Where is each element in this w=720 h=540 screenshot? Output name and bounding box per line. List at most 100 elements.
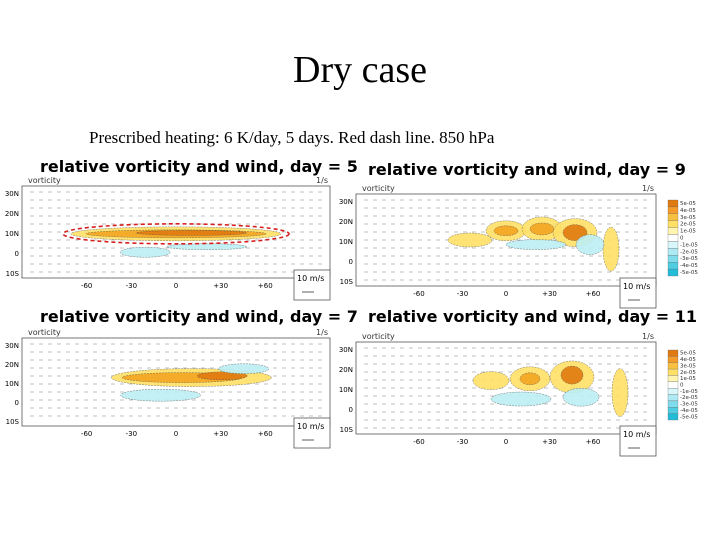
longitude-label: -60	[81, 430, 92, 438]
vorticity-contour	[575, 234, 605, 255]
colorbar-label: -1e-05	[680, 242, 698, 248]
latitude-label: 0	[349, 406, 353, 414]
vorticity-contour	[196, 371, 248, 381]
vorticity-contour	[136, 230, 247, 236]
colorbar-swatch	[667, 413, 679, 421]
colorbar-label: -5e-05	[680, 270, 698, 276]
colorbar-label: -1e-05	[680, 389, 698, 395]
colorbar-swatch	[667, 255, 679, 263]
latitude-label: 0	[15, 250, 19, 258]
vorticity-contour	[493, 225, 519, 237]
colorbar-swatch	[667, 227, 679, 235]
colorbar-swatch	[667, 349, 679, 357]
colorbar-label: 5e-05	[680, 201, 696, 207]
colorbar-swatch	[667, 400, 679, 408]
colorbar-swatch	[667, 394, 679, 402]
latitude-label: 10N	[5, 380, 19, 388]
colorbar-label: 0	[680, 236, 684, 242]
latitude-label: 20N	[5, 361, 19, 369]
colorbar-swatch	[667, 248, 679, 256]
colorbar-label: -3e-05	[680, 256, 698, 262]
colorbar-swatch	[667, 241, 679, 249]
colorbar-swatch	[667, 362, 679, 370]
unit-label: 1/s	[316, 176, 328, 185]
vorticity-contour	[119, 247, 171, 258]
colorbar-label: 1e-05	[680, 229, 696, 235]
colorbar-swatch	[667, 220, 679, 228]
latitude-label: 30N	[5, 342, 19, 350]
longitude-label: 0	[504, 438, 508, 446]
variable-label: vorticity	[28, 328, 61, 337]
vorticity-contour	[562, 224, 588, 241]
unit-label: 1/s	[316, 328, 328, 337]
panel-title: relative vorticity and wind, day = 7	[40, 307, 358, 326]
reference-vector-box	[619, 425, 657, 457]
colorbar-label: 2e-05	[680, 370, 696, 376]
latitude-label: 20N	[339, 218, 353, 226]
latitude-label: 20N	[5, 210, 19, 218]
variable-label: vorticity	[28, 176, 61, 185]
vorticity-contour	[490, 391, 552, 407]
colorbar-label: -2e-05	[680, 249, 698, 255]
longitude-label: -30	[126, 430, 137, 438]
colorbar-swatch	[667, 199, 679, 208]
longitude-label: +60	[258, 282, 273, 290]
vorticity-contour	[505, 239, 567, 250]
colorbar-swatch	[667, 368, 679, 376]
colorbar-label: 1e-05	[680, 376, 696, 382]
unit-label: 1/s	[642, 184, 654, 193]
colorbar-label: 3e-05	[680, 215, 696, 221]
latitude-label: 10S	[340, 278, 354, 286]
colorbar-label: -5e-05	[680, 414, 698, 420]
vorticity-contour	[529, 222, 555, 236]
colorbar-swatch	[667, 356, 679, 363]
colorbar-label: 0	[680, 383, 684, 389]
vorticity-contour	[611, 368, 629, 417]
vorticity-contour	[218, 363, 269, 374]
unit-label: 1/s	[642, 332, 654, 341]
colorbar-label: 4e-05	[680, 357, 696, 363]
reference-vector-box	[293, 417, 331, 449]
longitude-label: +60	[258, 430, 273, 438]
colorbar-label: -4e-05	[680, 408, 698, 414]
figure-panel: relative vorticity and wind, day = 7 vort…	[5, 307, 358, 449]
longitude-label: 0	[504, 290, 508, 298]
vorticity-contour	[602, 226, 620, 272]
colorbar-swatch	[667, 268, 679, 277]
colorbar-swatch	[667, 381, 679, 389]
reference-vector-box	[619, 277, 657, 309]
plot-frame	[355, 341, 657, 435]
latitude-label: 30N	[5, 190, 19, 198]
longitude-label: +30	[542, 290, 557, 298]
latitude-label: 10N	[339, 386, 353, 394]
colorbar-label: -2e-05	[680, 395, 698, 401]
longitude-label: -60	[81, 282, 92, 290]
panel-title: relative vorticity and wind, day = 11	[368, 307, 697, 326]
colorbar-swatch	[667, 388, 679, 395]
panel-title: relative vorticity and wind, day = 5	[40, 157, 358, 176]
vorticity-contour	[447, 232, 493, 248]
variable-label: vorticity	[362, 332, 395, 341]
vorticity-contour	[120, 389, 201, 402]
slide-subtitle: Prescribed heating: 6 K/day, 5 days. Red…	[89, 128, 495, 147]
colorbar-label: 4e-05	[680, 208, 696, 214]
longitude-label: +30	[213, 282, 228, 290]
vorticity-contour	[519, 372, 541, 385]
latitude-label: 30N	[339, 346, 353, 354]
figure-panel: relative vorticity and wind, day = 5vort…	[5, 157, 358, 301]
figure-panel: relative vorticity and wind, day = 11 vor…	[339, 307, 698, 457]
longitude-label: +60	[586, 438, 601, 446]
longitude-label: -60	[413, 290, 424, 298]
latitude-label: 20N	[339, 366, 353, 374]
colorbar-swatch	[667, 213, 679, 221]
longitude-label: -30	[457, 438, 468, 446]
latitude-label: 10S	[340, 426, 354, 434]
reference-vector-label: 10 m/s	[297, 274, 324, 283]
vorticity-contour	[166, 243, 248, 250]
latitude-label: 0	[15, 399, 19, 407]
colorbar-swatch	[667, 375, 679, 382]
colorbar-label: 2e-05	[680, 222, 696, 228]
longitude-label: +30	[213, 430, 228, 438]
longitude-label: -30	[457, 290, 468, 298]
